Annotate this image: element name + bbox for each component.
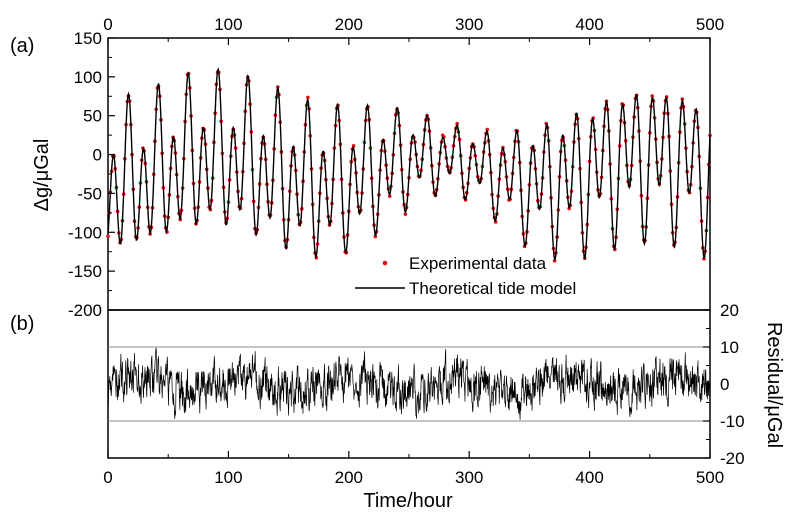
y-tick-label: -150 bbox=[68, 262, 102, 281]
y-tick-label: -50 bbox=[77, 184, 102, 203]
experimental-point bbox=[650, 94, 655, 98]
panel-b-series bbox=[107, 347, 711, 420]
residual-y-tick-label: 20 bbox=[720, 301, 739, 320]
x-tick-label: 400 bbox=[575, 468, 603, 487]
panel-b-y-axis-label: Residual/μGal bbox=[763, 322, 785, 448]
x-tick-label-top: 500 bbox=[696, 15, 724, 34]
residual-line bbox=[107, 347, 711, 420]
y-tick-label: 50 bbox=[83, 107, 102, 126]
legend-model-label: Theoretical tide model bbox=[409, 279, 576, 298]
y-tick-label: -200 bbox=[68, 301, 102, 320]
legend: Experimental data Theoretical tide model bbox=[355, 254, 576, 298]
experimental-point bbox=[306, 95, 310, 100]
legend-experimental-marker bbox=[382, 260, 388, 266]
experimental-point bbox=[106, 234, 110, 239]
panel-b-reference-lines bbox=[108, 346, 710, 422]
x-axis-label: Time/hour bbox=[363, 490, 453, 512]
panel-a-series bbox=[106, 67, 712, 263]
x-tick-label: 500 bbox=[696, 468, 724, 487]
panel-a-x-ticks-top: 0 100 200 300 400 500 bbox=[103, 15, 724, 45]
x-tick-label: 300 bbox=[455, 468, 483, 487]
residual-y-tick-label: 10 bbox=[720, 338, 739, 357]
panel-b-label: (b) bbox=[10, 313, 34, 335]
x-tick-label-top: 0 bbox=[103, 15, 112, 34]
experimental-point bbox=[552, 258, 557, 263]
panel-a-y-ticks: 150 100 50 0 -50 -100 -150 -200 bbox=[68, 29, 115, 320]
y-tick-label: 100 bbox=[74, 68, 102, 87]
legend-experimental-label: Experimental data bbox=[409, 254, 547, 273]
x-tick-label: 100 bbox=[214, 468, 242, 487]
experimental-point bbox=[455, 121, 459, 126]
panel-a-y-axis-label: Δg/μGal bbox=[31, 139, 53, 212]
x-tick-label: 0 bbox=[103, 468, 112, 487]
residual-y-tick-label: -10 bbox=[720, 412, 745, 431]
experimental-point bbox=[387, 194, 392, 198]
experimental-point bbox=[403, 212, 408, 217]
model-line bbox=[107, 67, 711, 261]
y-tick-label: 0 bbox=[93, 146, 102, 165]
panel-b-x-ticks: 0 100 200 300 400 500 bbox=[103, 451, 724, 487]
y-tick-label: 150 bbox=[74, 29, 102, 48]
x-tick-label: 200 bbox=[335, 468, 363, 487]
residual-y-tick-label: 0 bbox=[720, 375, 729, 394]
panel-a-label: (a) bbox=[10, 35, 34, 57]
x-tick-label-top: 100 bbox=[214, 15, 242, 34]
residual-y-tick-label: -20 bbox=[720, 449, 745, 468]
x-tick-label-top: 300 bbox=[455, 15, 483, 34]
y-tick-label: -100 bbox=[68, 223, 102, 242]
x-tick-label-top: 400 bbox=[575, 15, 603, 34]
x-tick-label-top: 200 bbox=[335, 15, 363, 34]
panel-b-y-ticks: 20 10 0 -10 -20 bbox=[703, 301, 745, 468]
